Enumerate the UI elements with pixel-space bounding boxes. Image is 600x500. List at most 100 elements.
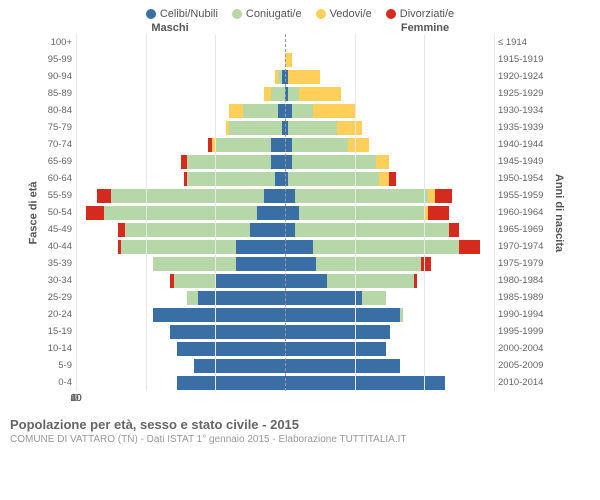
seg-celibi <box>285 359 400 373</box>
bar-pair <box>76 121 494 135</box>
male-bar <box>76 172 285 186</box>
birth-label: 1975-1979 <box>494 258 550 269</box>
age-row: 80-841930-1934 <box>40 102 550 119</box>
age-row: 10-14 2000-2004 <box>40 340 550 357</box>
age-row: 85-891925-1929 <box>40 85 550 102</box>
age-label: 15-19 <box>40 326 76 337</box>
seg-coniugati <box>111 189 264 203</box>
male-bar <box>76 274 285 288</box>
birth-label: 1940-1944 <box>494 139 550 150</box>
seg-coniugati <box>288 172 379 186</box>
header-males: Maschi <box>0 22 300 34</box>
seg-coniugati <box>362 291 386 305</box>
bar-pair <box>76 189 494 203</box>
seg-divorziati <box>414 274 417 288</box>
male-bar <box>76 87 285 101</box>
seg-divorziati <box>118 223 125 237</box>
seg-divorziati <box>389 172 396 186</box>
age-row: 0-42010-2014 <box>40 374 550 391</box>
age-row: 55-591955-1959 <box>40 187 550 204</box>
birth-label: 1925-1929 <box>494 88 550 99</box>
seg-divorziati <box>181 155 188 169</box>
bar-pair <box>76 342 494 356</box>
seg-celibi <box>257 206 285 220</box>
bar-pair <box>76 36 494 50</box>
age-label: 95-99 <box>40 54 76 65</box>
bar-pair <box>76 308 494 322</box>
bar-pair <box>76 70 494 84</box>
seg-coniugati <box>271 87 285 101</box>
age-label: 10-14 <box>40 343 76 354</box>
seg-coniugati <box>288 121 337 135</box>
age-row: 35-391975-1979 <box>40 255 550 272</box>
birth-label: 1920-1924 <box>494 71 550 82</box>
seg-coniugati <box>292 138 348 152</box>
female-bar <box>285 240 494 254</box>
seg-coniugati <box>174 274 216 288</box>
female-bar <box>285 121 494 135</box>
seg-coniugati <box>121 240 236 254</box>
male-bar <box>76 121 285 135</box>
seg-celibi <box>198 291 285 305</box>
bar-pair <box>76 376 494 390</box>
header-females: Femmine <box>300 22 600 34</box>
female-bar <box>285 308 494 322</box>
seg-vedovi <box>428 189 435 203</box>
chart-area: Fasce di età Anni di nascita 100+≤ 19149… <box>0 34 600 391</box>
birth-label: 1955-1959 <box>494 190 550 201</box>
footer-subtitle: COMUNE DI VATTARO (TN) - Dati ISTAT 1° g… <box>10 434 590 445</box>
seg-coniugati <box>313 240 459 254</box>
seg-vedovi <box>288 70 319 84</box>
age-label: 20-24 <box>40 309 76 320</box>
legend-label: Divorziati/e <box>400 8 454 20</box>
seg-celibi <box>278 104 285 118</box>
birth-label: 2000-2004 <box>494 343 550 354</box>
seg-celibi <box>236 257 285 271</box>
birth-label: 1960-1964 <box>494 207 550 218</box>
age-row: 100+≤ 1914 <box>40 34 550 51</box>
age-label: 25-29 <box>40 292 76 303</box>
seg-celibi <box>170 325 285 339</box>
male-bar <box>76 36 285 50</box>
age-label: 65-69 <box>40 156 76 167</box>
birth-label: 1990-1994 <box>494 309 550 320</box>
male-bar <box>76 138 285 152</box>
age-row: 95-991915-1919 <box>40 51 550 68</box>
age-label: 30-34 <box>40 275 76 286</box>
seg-celibi <box>285 223 295 237</box>
age-label: 0-4 <box>40 377 76 388</box>
female-bar <box>285 206 494 220</box>
seg-coniugati <box>292 104 313 118</box>
male-bar <box>76 206 285 220</box>
seg-vedovi <box>376 155 390 169</box>
legend-label: Vedovi/e <box>330 8 372 20</box>
footer: Popolazione per età, sesso e stato civil… <box>0 407 600 445</box>
ylabel-right: Anni di nascita <box>553 173 565 251</box>
footer-title: Popolazione per età, sesso e stato civil… <box>10 417 590 432</box>
ylabel-left: Fasce di età <box>27 181 39 244</box>
male-bar <box>76 376 285 390</box>
age-row: 40-441970-1974 <box>40 238 550 255</box>
female-bar <box>285 87 494 101</box>
male-bar <box>76 223 285 237</box>
female-bar <box>285 325 494 339</box>
seg-celibi <box>177 342 285 356</box>
female-bar <box>285 359 494 373</box>
female-bar <box>285 172 494 186</box>
bar-pair <box>76 291 494 305</box>
seg-divorziati <box>459 240 480 254</box>
male-bar <box>76 291 285 305</box>
seg-celibi <box>285 206 299 220</box>
column-headers: Maschi Femmine <box>0 22 600 34</box>
seg-coniugati <box>400 308 403 322</box>
seg-celibi <box>194 359 285 373</box>
male-bar <box>76 70 285 84</box>
seg-coniugati <box>299 206 424 220</box>
seg-celibi <box>285 240 313 254</box>
male-bar <box>76 342 285 356</box>
seg-coniugati <box>153 257 237 271</box>
seg-coniugati <box>187 155 271 169</box>
age-row: 5-92005-2009 <box>40 357 550 374</box>
age-row: 45-491965-1969 <box>40 221 550 238</box>
male-bar <box>76 325 285 339</box>
